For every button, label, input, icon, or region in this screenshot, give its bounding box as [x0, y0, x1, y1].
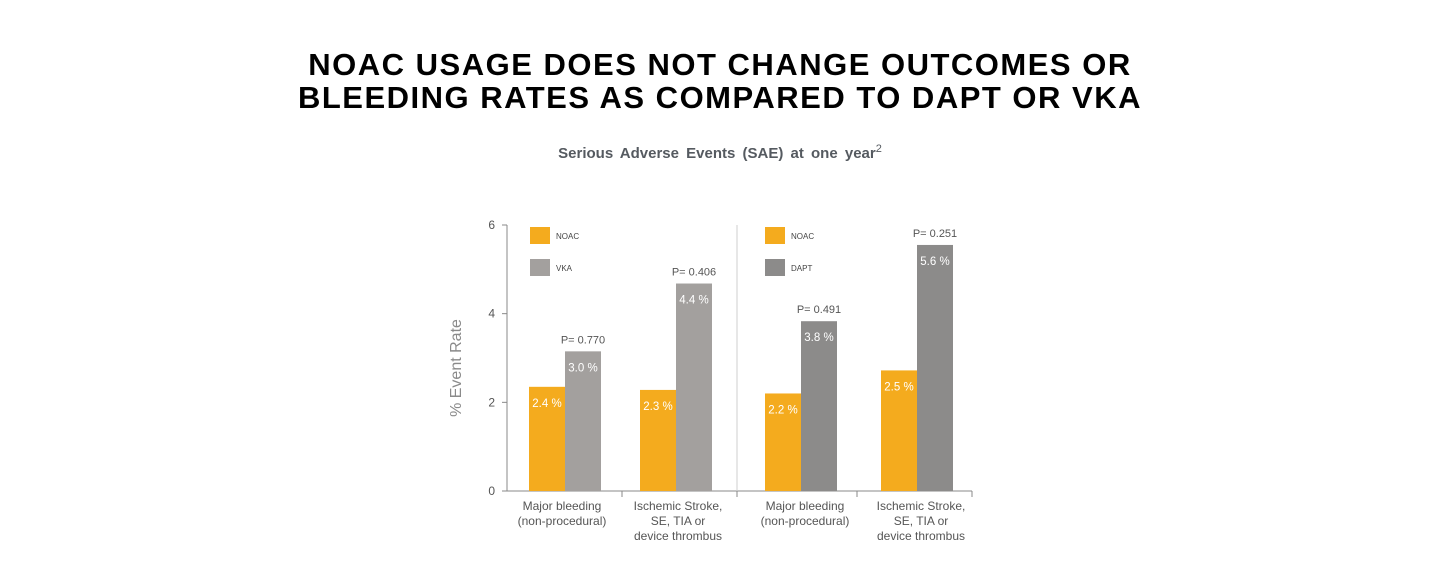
bar-noac	[529, 386, 565, 491]
x-category-label: (non-procedural)	[761, 514, 850, 528]
x-category-label: Major bleeding	[523, 499, 602, 513]
legend-label: DAPT	[791, 264, 812, 273]
y-tick-label: 4	[488, 307, 495, 321]
legend-label: VKA	[556, 264, 573, 273]
bar-value-label: 5.6 %	[920, 256, 949, 268]
x-category-label: Ischemic Stroke,	[877, 499, 966, 513]
x-category-label: SE, TIA or	[651, 514, 705, 528]
x-category-label: device thrombus	[877, 529, 965, 543]
bar-noac	[881, 370, 917, 491]
page-title-line-2: BLEEDING RATES AS COMPARED TO DAPT OR VK…	[297, 80, 1142, 115]
legend-swatch	[765, 227, 785, 244]
x-category-label: Major bleeding	[766, 499, 845, 513]
p-value-label: P= 0.251	[913, 228, 957, 240]
bar-noac	[765, 393, 801, 491]
x-category-label: device thrombus	[634, 529, 722, 543]
page-title: NOAC USAGE DOES NOT CHANGE OUTCOMES OR B…	[0, 48, 1440, 114]
legend-label: NOAC	[556, 232, 579, 241]
bar-value-label: 3.0 %	[568, 362, 597, 374]
p-value-label: P= 0.406	[672, 267, 716, 279]
bar-value-label: 4.4 %	[679, 295, 708, 307]
chart-subtitle: Serious Adverse Events (SAE) at one year…	[0, 143, 1440, 162]
bar-value-label: 2.5 %	[884, 381, 913, 393]
legend-swatch	[530, 227, 550, 244]
bar-dapt	[917, 244, 953, 491]
y-axis-label: % Event Rate	[448, 319, 465, 417]
y-tick-label: 2	[488, 395, 495, 409]
y-tick-label: 0	[488, 484, 495, 498]
bar-dapt	[801, 321, 837, 491]
chart-subtitle-footnote: 2	[875, 143, 882, 155]
bar-vka	[565, 351, 601, 491]
legend-swatch	[530, 259, 550, 276]
bar-value-label: 2.4 %	[532, 398, 561, 410]
x-category-label: (non-procedural)	[518, 514, 607, 528]
bar-vka	[676, 283, 712, 491]
legend-label: NOAC	[791, 232, 814, 241]
bar-noac	[640, 389, 676, 491]
p-value-label: P= 0.770	[561, 334, 605, 346]
x-category-label: SE, TIA or	[894, 514, 948, 528]
chart-subtitle-text: Serious Adverse Events (SAE) at one year	[558, 145, 876, 162]
bar-value-label: 3.8 %	[804, 332, 833, 344]
page-title-line-1: NOAC USAGE DOES NOT CHANGE OUTCOMES OR	[308, 47, 1132, 82]
legend-swatch	[765, 259, 785, 276]
bar-value-label: 2.2 %	[768, 404, 797, 416]
bar-value-label: 2.3 %	[643, 401, 672, 413]
y-tick-label: 6	[488, 218, 495, 232]
p-value-label: P= 0.491	[797, 304, 841, 316]
x-category-label: Ischemic Stroke,	[634, 499, 723, 513]
